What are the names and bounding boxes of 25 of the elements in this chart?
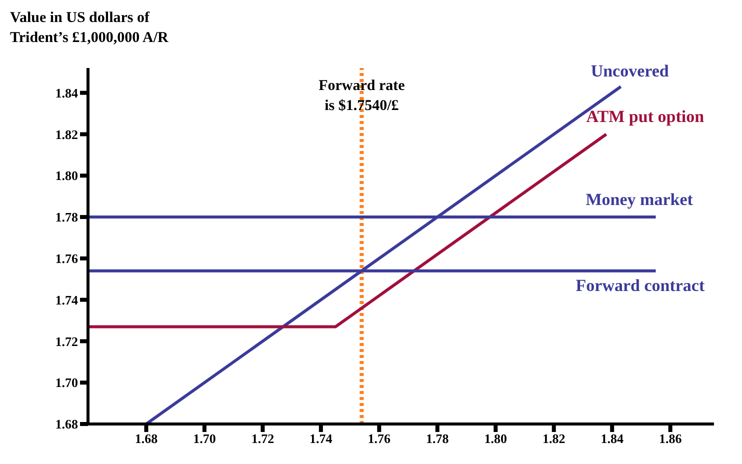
ref-line-label: Forward rate is $1.7540/£	[318, 78, 406, 114]
x-tick-label: 1.68	[134, 431, 158, 446]
series-label: Forward contract	[576, 276, 705, 295]
chart-title: Value in US dollars of Trident’s £1,000,000 A/R	[10, 9, 168, 48]
series-label: Uncovered	[590, 62, 670, 81]
x-tick-label: 1.76	[368, 431, 392, 446]
y-tick-label: 1.70	[55, 375, 78, 390]
y-tick-label: 1.72	[55, 334, 78, 349]
y-tick-label: 1.78	[55, 210, 78, 225]
series-label: ATM put option	[586, 107, 705, 126]
x-tick-label: 1.86	[658, 431, 682, 446]
x-tick-label: 1.74	[310, 431, 333, 446]
x-tick-label: 1.80	[484, 431, 508, 446]
x-tick-label: 1.84	[600, 431, 624, 446]
x-tick-label: 1.82	[542, 431, 566, 446]
y-tick-label: 1.76	[55, 251, 78, 266]
y-tick-label: 1.82	[55, 126, 78, 142]
series-label: Money market	[586, 190, 694, 210]
x-tick-label: 1.72	[251, 431, 274, 446]
y-tick-label: 1.80	[55, 168, 78, 184]
x-tick-label: 1.70	[193, 431, 216, 446]
x-tick-label: 1.78	[426, 431, 450, 446]
y-tick-label: 1.84	[55, 85, 78, 100]
y-tick-label: 1.68	[55, 416, 78, 432]
y-tick-label: 1.74	[55, 292, 78, 308]
